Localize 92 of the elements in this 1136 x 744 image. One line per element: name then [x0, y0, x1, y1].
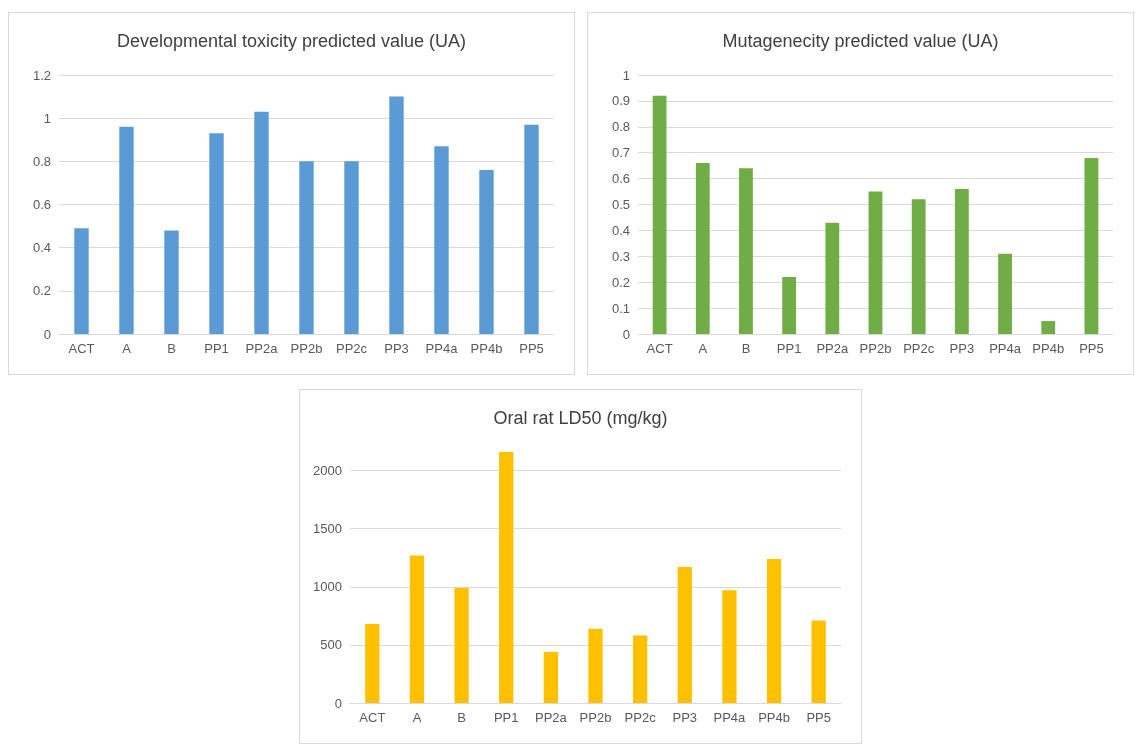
x-tick-label: PP1 — [776, 341, 802, 356]
x-tick-label: PP4a — [425, 341, 459, 356]
y-tick-label: 0.4 — [611, 222, 630, 238]
x-tick-label: PP2a — [534, 710, 568, 725]
bar — [652, 95, 667, 334]
x-tick-label: PP5 — [806, 710, 831, 725]
bar — [677, 567, 692, 703]
x-tick-label: B — [167, 341, 176, 356]
bar — [254, 111, 269, 334]
x-tick-label: PP4b — [470, 341, 503, 356]
x-tick-label: PP2c — [624, 710, 657, 725]
x-tick-label: PP1 — [493, 710, 519, 725]
x-tick-label: PP4b — [1032, 341, 1065, 356]
bar — [344, 161, 359, 334]
bar — [782, 277, 797, 334]
x-tick-label: PP4b — [758, 710, 790, 725]
x-tick-label: PP5 — [1079, 341, 1104, 356]
bar — [911, 199, 926, 334]
bar — [389, 96, 404, 334]
bar — [365, 623, 380, 703]
x-tick-label: A — [122, 341, 132, 356]
x-tick-label: PP5 — [519, 341, 544, 356]
x-tick-label: B — [741, 341, 751, 356]
x-tick-label: B — [457, 710, 466, 725]
x-tick-label: PP4a — [989, 341, 1022, 356]
bar — [543, 651, 559, 703]
y-tick-label: 0.8 — [611, 119, 630, 135]
bar — [998, 253, 1012, 334]
y-tick-label: 0.9 — [611, 93, 630, 109]
y-tick-label: 1 — [622, 67, 630, 83]
chart-title: Developmental toxicity predicted value (UA) — [116, 31, 467, 51]
bar — [722, 590, 737, 703]
x-tick-label: PP2c — [335, 341, 368, 356]
bar — [454, 587, 469, 703]
bar — [409, 555, 425, 703]
x-tick-label: PP2a — [245, 341, 279, 356]
x-tick-label: PP2b — [579, 710, 612, 725]
bar — [1084, 157, 1099, 334]
bar — [868, 191, 883, 334]
y-tick-label: 0.4 — [32, 240, 51, 256]
x-tick-label: PP4a — [713, 710, 747, 725]
y-tick-label: 0 — [43, 326, 51, 342]
bar — [299, 161, 314, 334]
y-tick-label: 1000 — [313, 579, 342, 595]
x-tick-label: PP2c — [903, 341, 935, 356]
y-tick-label: 0.7 — [611, 145, 630, 161]
x-tick-label: PP3 — [672, 710, 698, 725]
bar — [164, 230, 179, 334]
bar — [524, 124, 539, 334]
x-tick-label: PP1 — [204, 341, 229, 356]
bar — [766, 558, 782, 703]
bar — [479, 169, 494, 334]
bar — [954, 188, 969, 334]
bar — [811, 620, 826, 703]
y-tick-label: 0.5 — [611, 197, 630, 212]
y-tick-label: 0.6 — [611, 171, 630, 187]
x-tick-label: A — [412, 710, 422, 725]
y-tick-label: 1500 — [313, 521, 342, 537]
y-tick-label: 0.6 — [32, 197, 51, 212]
x-tick-label: PP3 — [949, 341, 975, 356]
bar — [499, 452, 514, 703]
bar — [209, 133, 224, 334]
bar — [434, 146, 449, 334]
chart-title: Oral rat LD50 (mg/kg) — [493, 408, 668, 428]
x-tick-label: A — [698, 341, 708, 356]
x-tick-label: ACT — [68, 341, 95, 356]
y-tick-label: 0.2 — [611, 274, 630, 290]
y-tick-label: 0.2 — [32, 283, 51, 299]
y-tick-label: 1 — [43, 110, 51, 126]
y-tick-label: 1.2 — [32, 67, 51, 83]
x-tick-label: PP2b — [859, 341, 892, 356]
y-tick-label: 0.1 — [611, 300, 630, 316]
bar — [825, 222, 840, 334]
x-tick-label: ACT — [646, 341, 673, 356]
bar — [74, 228, 89, 334]
y-tick-label: 2000 — [313, 463, 342, 479]
bar — [632, 635, 648, 703]
x-tick-label: PP2b — [290, 341, 323, 356]
y-tick-label: 0.3 — [611, 248, 630, 264]
x-tick-label: PP3 — [384, 341, 409, 356]
bar — [695, 163, 710, 334]
y-tick-label: 0.8 — [32, 153, 51, 169]
bar — [588, 628, 603, 703]
bar — [739, 168, 753, 334]
bar — [119, 126, 134, 334]
y-tick-label: 0 — [622, 326, 630, 342]
y-tick-label: 0 — [334, 695, 342, 711]
bar — [1041, 321, 1056, 334]
x-tick-label: PP2a — [816, 341, 849, 356]
chart-title: Mutagenecity predicted value (UA) — [722, 31, 999, 51]
y-tick-label: 500 — [320, 637, 342, 653]
x-tick-label: ACT — [359, 710, 386, 725]
